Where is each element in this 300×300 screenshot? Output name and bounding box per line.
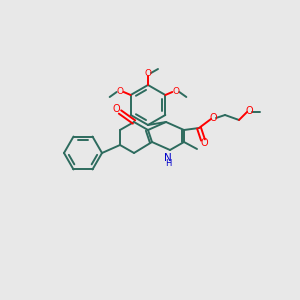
Text: O: O [209, 113, 217, 123]
Text: O: O [245, 106, 253, 116]
Text: O: O [200, 138, 208, 148]
Text: O: O [112, 104, 120, 114]
Text: H: H [165, 160, 171, 169]
Text: O: O [116, 86, 123, 95]
Text: N: N [164, 153, 172, 163]
Text: O: O [145, 68, 152, 77]
Text: O: O [173, 86, 180, 95]
